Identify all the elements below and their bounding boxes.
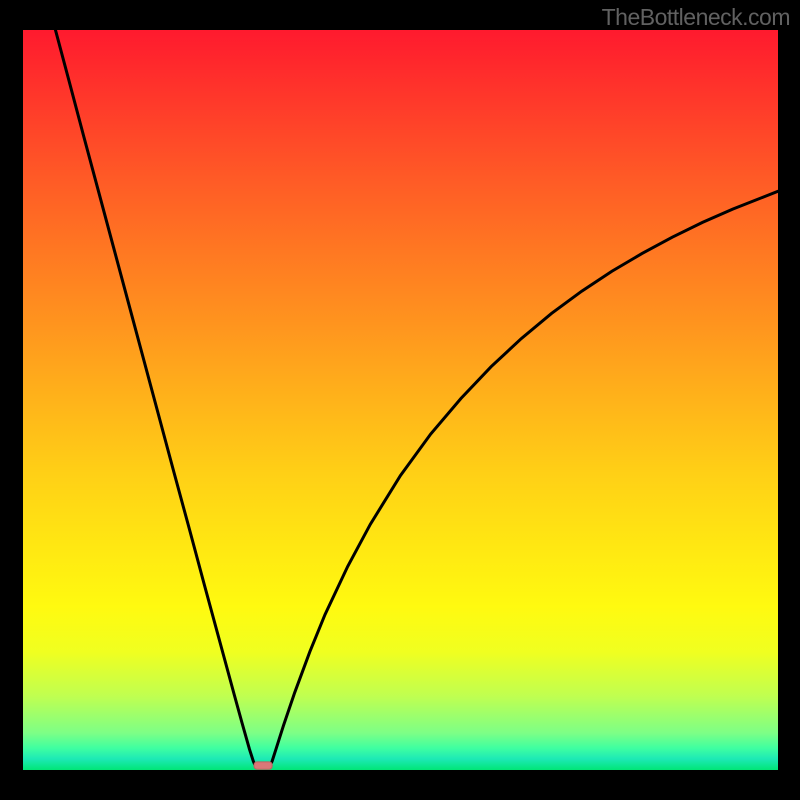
minimum-marker <box>254 762 272 769</box>
watermark-text: TheBottleneck.com <box>602 4 790 31</box>
curve-overlay <box>23 30 778 770</box>
curve-right-branch <box>270 191 778 766</box>
curve-left-branch <box>55 30 255 766</box>
plot-area <box>23 30 778 770</box>
